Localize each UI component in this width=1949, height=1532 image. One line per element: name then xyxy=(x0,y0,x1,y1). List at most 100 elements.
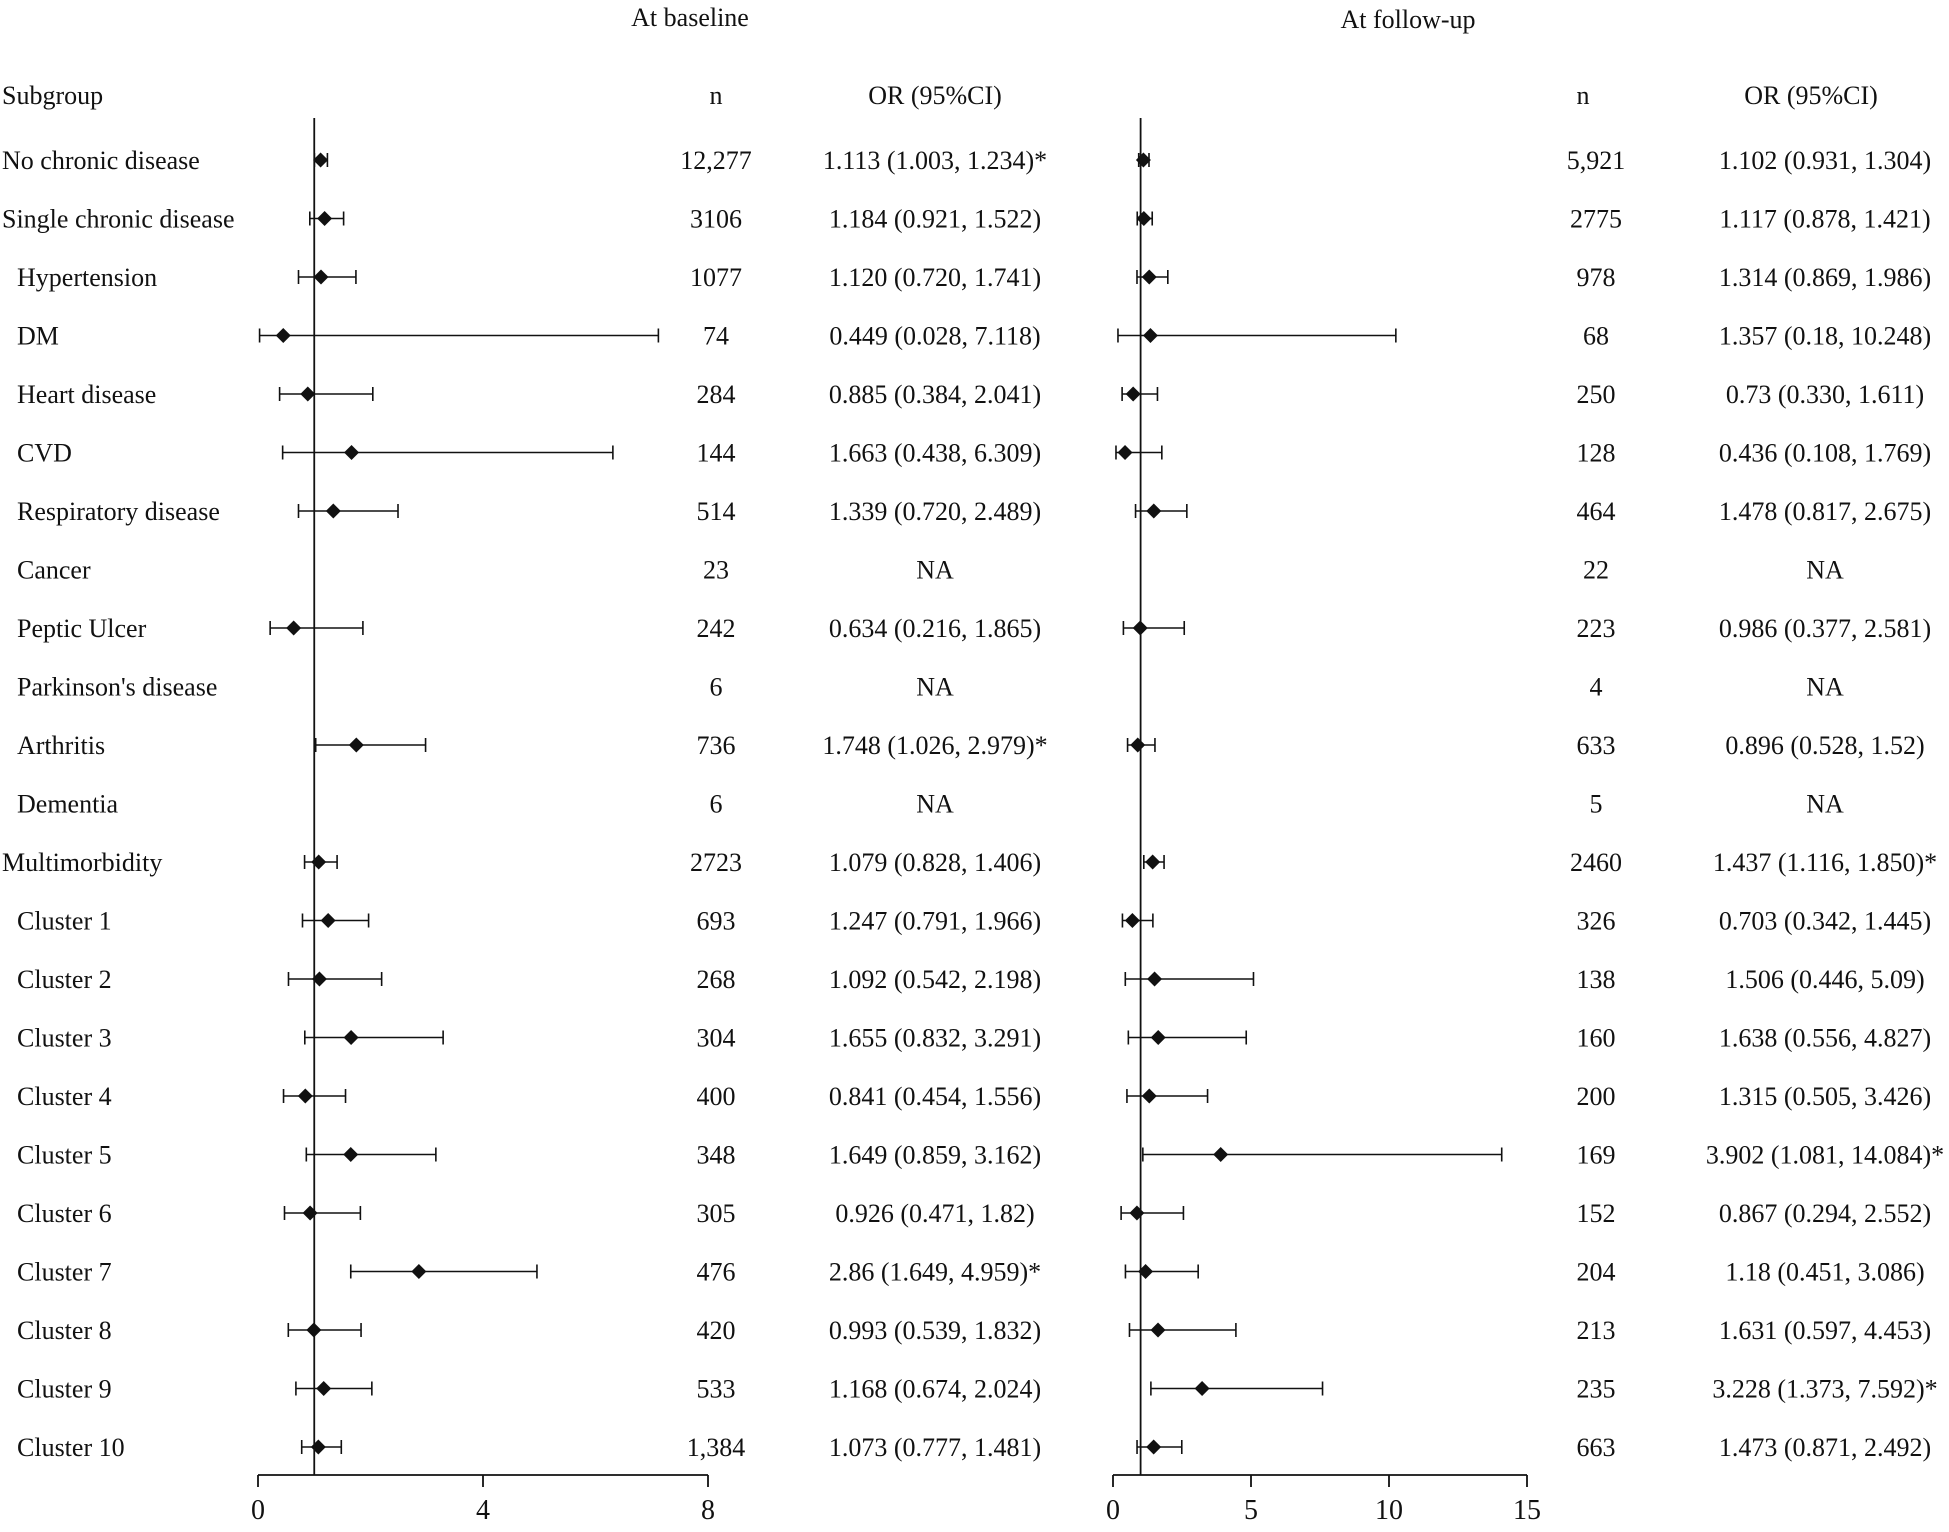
or-text-baseline: 1.120 (0.720, 1.741) xyxy=(829,263,1041,292)
or-point-baseline xyxy=(311,854,327,870)
or-text-followup: 1.117 (0.878, 1.421) xyxy=(1719,205,1930,234)
row-label: CVD xyxy=(17,439,72,468)
or-text-baseline: 1.092 (0.542, 2.198) xyxy=(829,965,1041,994)
subgroup-header: Subgroup xyxy=(2,81,103,110)
or-point-baseline xyxy=(325,503,341,519)
row-label: Cluster 10 xyxy=(17,1433,125,1462)
or-text-baseline: 0.885 (0.384, 2.041) xyxy=(829,380,1041,409)
or-point-followup xyxy=(1142,328,1158,343)
header-group: At baseline At follow-up Subgroup n OR (… xyxy=(2,3,1878,110)
or-text-followup: 0.986 (0.377, 2.581) xyxy=(1719,614,1931,643)
n-value-baseline: 23 xyxy=(703,556,729,585)
n-value-followup: 4 xyxy=(1590,673,1603,702)
or-point-followup xyxy=(1194,1381,1210,1396)
or-text-baseline: NA xyxy=(916,673,954,702)
row-label: Cancer xyxy=(17,556,91,585)
n-value-followup: 128 xyxy=(1577,439,1616,468)
or-text-followup: 3.228 (1.373, 7.592)* xyxy=(1712,1375,1937,1404)
n-value-baseline: 242 xyxy=(697,614,736,643)
or-text-followup: 0.896 (0.528, 1.52) xyxy=(1725,731,1924,760)
n-value-baseline: 514 xyxy=(697,497,736,526)
or-text-followup: NA xyxy=(1806,790,1844,819)
n-value-followup: 160 xyxy=(1577,1024,1616,1053)
marks-group xyxy=(258,152,1503,1455)
or-point-followup xyxy=(1213,1147,1229,1162)
n-value-followup: 213 xyxy=(1577,1316,1616,1345)
or-text-baseline: 1.073 (0.777, 1.481) xyxy=(829,1433,1041,1462)
panel-title-baseline: At baseline xyxy=(631,3,749,32)
row-label: Respiratory disease xyxy=(17,497,220,526)
or-text-followup: NA xyxy=(1806,673,1844,702)
row-label: Cluster 2 xyxy=(17,965,112,994)
n-value-baseline: 3106 xyxy=(690,205,742,234)
or-text-followup: 1.478 (0.817, 2.675) xyxy=(1719,497,1931,526)
row-label: Cluster 8 xyxy=(17,1316,112,1345)
or-point-followup xyxy=(1132,620,1148,636)
x-tick-label-followup: 5 xyxy=(1244,1495,1258,1526)
or-point-followup xyxy=(1141,1088,1157,1104)
row-label: Hypertension xyxy=(17,263,157,292)
n-value-followup: 223 xyxy=(1577,614,1616,643)
or-text-baseline: 1.079 (0.828, 1.406) xyxy=(829,848,1041,877)
x-tick-label-followup: 15 xyxy=(1513,1495,1541,1526)
n-value-baseline: 420 xyxy=(697,1316,736,1345)
n-value-followup: 326 xyxy=(1577,907,1616,936)
n-value-baseline: 74 xyxy=(703,322,729,351)
or-text-baseline: 1.247 (0.791, 1.966) xyxy=(829,907,1041,936)
or-point-baseline xyxy=(316,1381,332,1396)
n-value-followup: 235 xyxy=(1577,1375,1616,1404)
or-point-baseline xyxy=(317,211,333,226)
or-text-followup: 1.18 (0.451, 3.086) xyxy=(1725,1258,1924,1287)
or-point-followup xyxy=(1141,269,1157,285)
or-point-followup xyxy=(1146,1439,1162,1455)
n-value-followup: 633 xyxy=(1577,731,1616,760)
row-label: Heart disease xyxy=(17,380,156,409)
or-point-followup xyxy=(1150,1030,1166,1045)
or-point-baseline xyxy=(310,1439,326,1455)
or-point-followup xyxy=(1130,737,1146,753)
row-label: Cluster 4 xyxy=(17,1082,112,1111)
or-text-followup: 0.73 (0.330, 1.611) xyxy=(1726,380,1924,409)
axes-group: 0 4 8 0 5 10 15 xyxy=(251,118,1541,1526)
or-point-baseline xyxy=(306,1322,322,1338)
row-label: Cluster 1 xyxy=(17,907,112,936)
or-point-baseline xyxy=(411,1264,427,1279)
or-text-baseline: NA xyxy=(916,790,954,819)
or-point-baseline xyxy=(348,737,364,753)
n-value-baseline: 1,384 xyxy=(687,1433,746,1462)
or-header-followup: OR (95%CI) xyxy=(1744,81,1878,110)
or-point-followup xyxy=(1146,503,1162,519)
row-label: Cluster 7 xyxy=(17,1258,112,1287)
or-text-baseline: 1.663 (0.438, 6.309) xyxy=(829,439,1041,468)
row-label: DM xyxy=(17,322,59,351)
or-text-followup: 1.314 (0.869, 1.986) xyxy=(1719,263,1931,292)
or-text-baseline: 0.449 (0.028, 7.118) xyxy=(829,322,1040,351)
or-text-followup: NA xyxy=(1806,556,1844,585)
or-header-baseline: OR (95%CI) xyxy=(868,81,1002,110)
row-label: Cluster 9 xyxy=(17,1375,112,1404)
n-value-baseline: 6 xyxy=(710,673,723,702)
n-value-baseline: 12,277 xyxy=(680,146,752,175)
n-value-baseline: 400 xyxy=(697,1082,736,1111)
or-text-baseline: 1.339 (0.720, 2.489) xyxy=(829,497,1041,526)
x-tick-label-baseline: 8 xyxy=(701,1495,715,1526)
or-text-baseline: NA xyxy=(916,556,954,585)
x-tick-label-baseline: 0 xyxy=(251,1495,265,1526)
or-point-baseline xyxy=(300,386,316,402)
or-text-baseline: 1.655 (0.832, 3.291) xyxy=(829,1024,1041,1053)
row-label: Peptic Ulcer xyxy=(17,614,147,643)
or-point-followup xyxy=(1129,1205,1145,1221)
n-value-baseline: 284 xyxy=(697,380,736,409)
or-point-baseline xyxy=(343,1147,359,1162)
or-point-baseline xyxy=(343,1030,359,1045)
or-point-followup xyxy=(1125,386,1141,402)
or-point-baseline xyxy=(275,328,291,343)
row-label: Single chronic disease xyxy=(2,205,235,234)
or-point-baseline xyxy=(313,269,329,285)
panel-title-followup: At follow-up xyxy=(1340,5,1475,34)
row-label: No chronic disease xyxy=(2,146,200,175)
n-value-followup: 169 xyxy=(1577,1141,1616,1170)
n-value-baseline: 476 xyxy=(697,1258,736,1287)
n-value-followup: 663 xyxy=(1577,1433,1616,1462)
